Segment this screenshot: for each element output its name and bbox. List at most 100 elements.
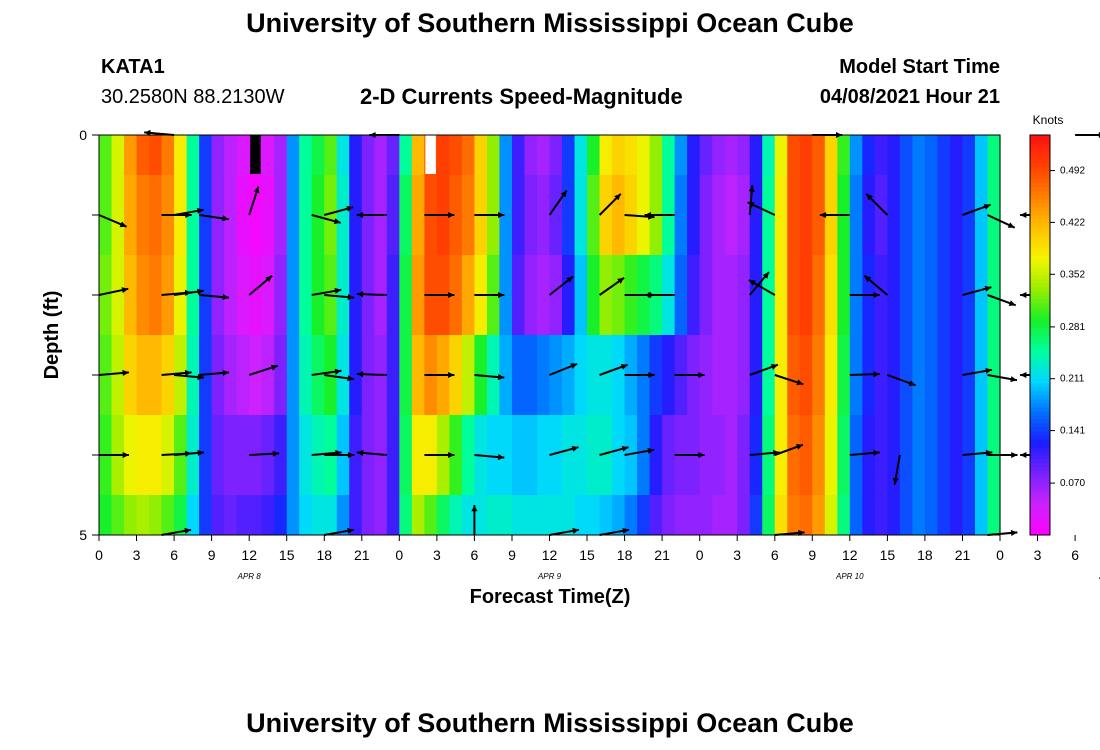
heatmap-cell xyxy=(824,495,838,535)
heatmap-cell xyxy=(299,335,313,415)
heatmap-cell xyxy=(824,135,838,175)
heatmap-cell xyxy=(612,135,626,175)
current-vector xyxy=(887,374,916,387)
current-vector xyxy=(98,214,127,228)
heatmap-cell xyxy=(536,135,551,175)
current-vector xyxy=(311,368,342,376)
date-label: APR 9 xyxy=(537,572,562,581)
heatmap-cell xyxy=(549,335,563,415)
heatmap-cell xyxy=(136,175,150,255)
heatmap-cell xyxy=(99,135,113,175)
current-vector xyxy=(962,367,993,376)
x-tick-label: 12 xyxy=(842,547,858,563)
heatmap-cell xyxy=(962,175,976,255)
heatmap-cell xyxy=(211,135,225,175)
heatmap-cell xyxy=(874,335,888,415)
heatmap-cell xyxy=(862,175,876,255)
heatmap-cell xyxy=(824,255,838,335)
heatmap-cell xyxy=(974,175,989,255)
heatmap-cell xyxy=(136,415,150,495)
colorbar-segment xyxy=(1030,247,1050,252)
colorbar-segment xyxy=(1030,467,1050,472)
heatmap-cell xyxy=(211,175,225,255)
heatmap-cell xyxy=(799,175,813,255)
heatmap-cell xyxy=(449,415,463,495)
heatmap-cell xyxy=(336,135,350,175)
heatmap-cell xyxy=(411,255,425,335)
heatmap-cell xyxy=(587,255,601,335)
heatmap-cell xyxy=(111,335,125,415)
heatmap-cell xyxy=(599,135,613,175)
heatmap-cell xyxy=(824,335,838,415)
heatmap-cell xyxy=(862,135,876,175)
heatmap-cell xyxy=(649,415,663,495)
heatmap-cell xyxy=(687,255,701,335)
heatmap-cell xyxy=(724,255,738,335)
colorbar-segment xyxy=(1030,143,1050,148)
x-tick-label: 6 xyxy=(471,547,479,563)
current-vector xyxy=(199,369,230,376)
heatmap-cell xyxy=(774,255,788,335)
heatmap-cell xyxy=(411,175,425,255)
heatmap-cell xyxy=(236,335,250,415)
heatmap-cell xyxy=(887,255,901,335)
current-vector xyxy=(624,372,655,378)
heatmap-cell xyxy=(637,135,651,175)
heatmap-cell xyxy=(549,415,563,495)
date-label: APR 8 xyxy=(237,572,262,581)
heatmap-cell xyxy=(787,255,801,335)
heatmap-cell xyxy=(211,335,225,415)
colorbar-segment xyxy=(1030,215,1050,220)
heatmap-cell xyxy=(499,495,513,535)
heatmap-cell xyxy=(211,255,225,335)
heatmap-cell xyxy=(787,415,801,495)
heatmap-cell xyxy=(649,335,663,415)
heatmap-cell xyxy=(336,495,350,535)
missing-data-cell xyxy=(425,135,436,174)
heatmap-cell xyxy=(974,255,989,335)
heatmap-cell xyxy=(899,255,913,335)
x-tick-label: 15 xyxy=(279,547,295,563)
colorbar-segment xyxy=(1030,187,1050,192)
heatmap-cell xyxy=(149,495,163,535)
colorbar-segment xyxy=(1030,383,1050,388)
heatmap-cell xyxy=(737,335,751,415)
colorbar-segment xyxy=(1030,307,1050,312)
current-vector xyxy=(248,274,273,296)
heatmap-cell xyxy=(236,255,250,335)
heatmap-cell xyxy=(386,495,400,535)
current-vector xyxy=(311,214,341,225)
colorbar-segment xyxy=(1030,331,1050,336)
colorbar-segment xyxy=(1030,279,1050,284)
footer-title: University of Southern Mississippi Ocean… xyxy=(246,708,854,738)
colorbar-segment xyxy=(1030,355,1050,360)
x-tick-label: 15 xyxy=(880,547,896,563)
heatmap-cell xyxy=(399,135,413,175)
heatmap-cell xyxy=(762,175,776,255)
colorbar-segment xyxy=(1030,167,1050,172)
current-vector xyxy=(324,374,355,382)
heatmap-cell xyxy=(111,495,125,535)
colorbar-segment xyxy=(1030,447,1050,452)
current-vector xyxy=(161,369,192,376)
x-tick-label: 12 xyxy=(241,547,257,563)
heatmap-cell xyxy=(161,495,175,535)
x-tick-label: 6 xyxy=(771,547,779,563)
colorbar-segment xyxy=(1030,171,1050,176)
colorbar-segment xyxy=(1030,327,1050,332)
colorbar-segment xyxy=(1030,503,1050,508)
heatmap-cell xyxy=(887,335,901,415)
current-vector xyxy=(674,452,705,458)
heatmap-cell xyxy=(574,135,588,175)
heatmap-cell xyxy=(324,175,338,255)
heatmap-cell xyxy=(149,335,163,415)
heatmap-cell xyxy=(762,415,776,495)
heatmap-cell xyxy=(186,135,200,175)
heatmap-cell xyxy=(949,335,964,415)
colorbar-segment xyxy=(1030,391,1050,396)
x-tick-label: 3 xyxy=(433,547,441,563)
current-vector xyxy=(849,449,880,456)
heatmap-cell xyxy=(461,335,476,415)
heatmap-cell xyxy=(987,135,1001,175)
current-vector xyxy=(248,186,260,216)
